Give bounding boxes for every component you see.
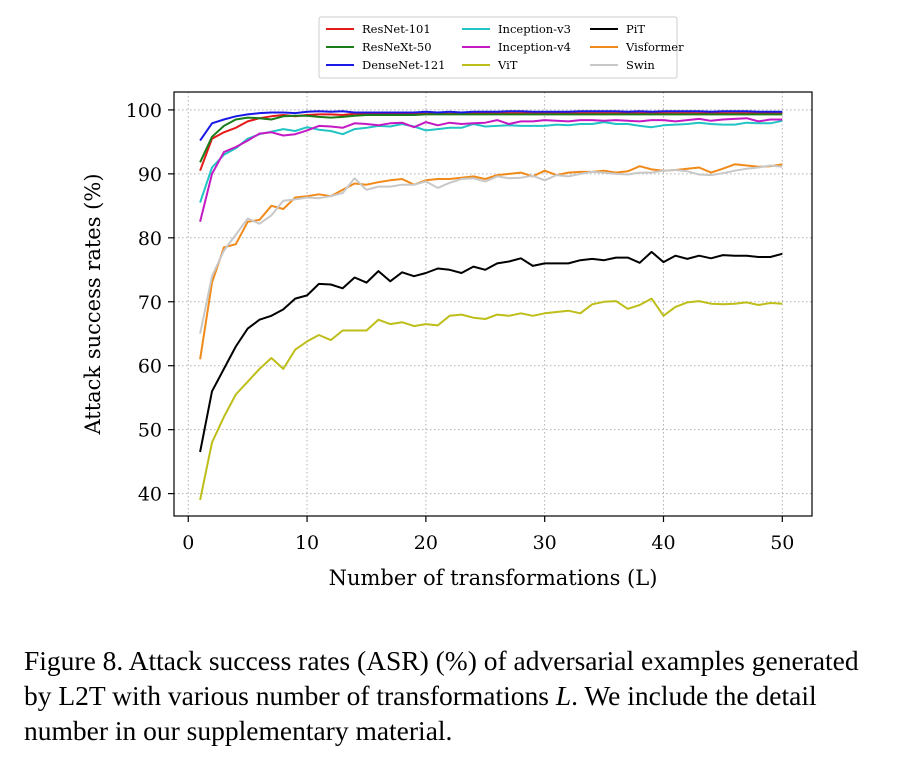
caption-text-before: Figure 8. Attack success rates (ASR) (%)… [24,645,859,711]
y-tick-label: 90 [138,164,162,186]
legend-label-resnet-101: ResNet-101 [362,22,431,36]
series-line-inception-v4 [199,117,783,223]
x-tick-label: 0 [182,532,194,554]
legend-box [318,16,678,79]
series-lines [199,110,783,501]
x-tick-label: 50 [770,532,794,554]
y-tick-label: 50 [138,420,162,442]
caption-symbol-l: L [555,680,572,711]
series-line-swin [199,164,783,334]
legend-label-visformer: Visformer [625,40,684,54]
legend-label-inception-v3: Inception-v3 [498,22,571,36]
grid-lines [174,92,812,516]
series-line-resnext-50 [199,113,783,163]
series-line-pit [199,250,783,453]
x-tick-label: 20 [414,532,438,554]
legend-label-resnext-50: ResNeXt-50 [362,40,432,54]
y-tick-label: 80 [138,228,162,250]
series-line-inception-v3 [199,119,783,203]
caption-text-after: . We include the detail number in our su… [24,680,817,746]
figure-caption: Figure 8. Attack success rates (ASR) (%)… [24,643,892,748]
line-chart: 0 10 20 30 40 50 40 50 60 70 80 90 100 Number of tra… [81,16,813,590]
x-axis-label: Number of transformations (L) [329,566,658,590]
y-tick-label: 60 [138,356,162,378]
y-axis-label: Attack success rates (%) [81,173,105,435]
series-line-vit [199,297,783,501]
legend-label-inception-v4: Inception-v4 [498,40,571,54]
series-line-densenet-121 [199,110,783,142]
legend-label-pit: PiT [626,22,645,36]
y-tick-label: 100 [126,100,162,122]
x-tick-label: 40 [651,532,675,554]
y-tick-label: 70 [138,292,162,314]
x-tick-label: 10 [295,532,319,554]
series-line-visformer [199,163,783,360]
x-tick-label: 30 [533,532,557,554]
legend-label-densenet-121: DenseNet-121 [362,58,445,72]
legend-label-vit: ViT [497,58,518,72]
y-tick-label: 40 [138,484,162,506]
legend: ResNet-101 ResNeXt-50 DenseNet-121 Inceptio… [318,16,684,79]
legend-label-swin: Swin [626,58,655,72]
axis-ticks: 0 10 20 30 40 50 40 50 60 70 80 90 100 [126,100,795,554]
plot-frame [173,91,813,517]
